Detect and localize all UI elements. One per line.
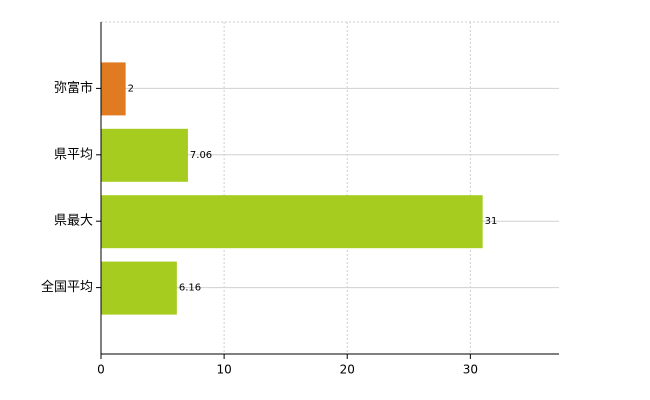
y-tick-label: 弥富市	[54, 80, 93, 96]
x-tick-label: 10	[216, 363, 231, 377]
value-label: 2	[128, 83, 134, 94]
bar	[101, 195, 483, 249]
x-tick-label: 20	[340, 363, 355, 377]
x-tick-label: 0	[97, 363, 105, 377]
value-label: 6.16	[179, 283, 201, 294]
y-tick-label: 県平均	[54, 147, 93, 162]
x-tick-label: 30	[463, 363, 478, 377]
y-tick-label: 県最大	[54, 214, 93, 229]
value-label: 7.06	[190, 150, 212, 161]
bar	[101, 261, 177, 315]
value-label: 31	[485, 216, 498, 227]
y-tick-label: 全国平均	[41, 279, 93, 295]
bar	[101, 62, 126, 116]
bar	[101, 128, 188, 182]
